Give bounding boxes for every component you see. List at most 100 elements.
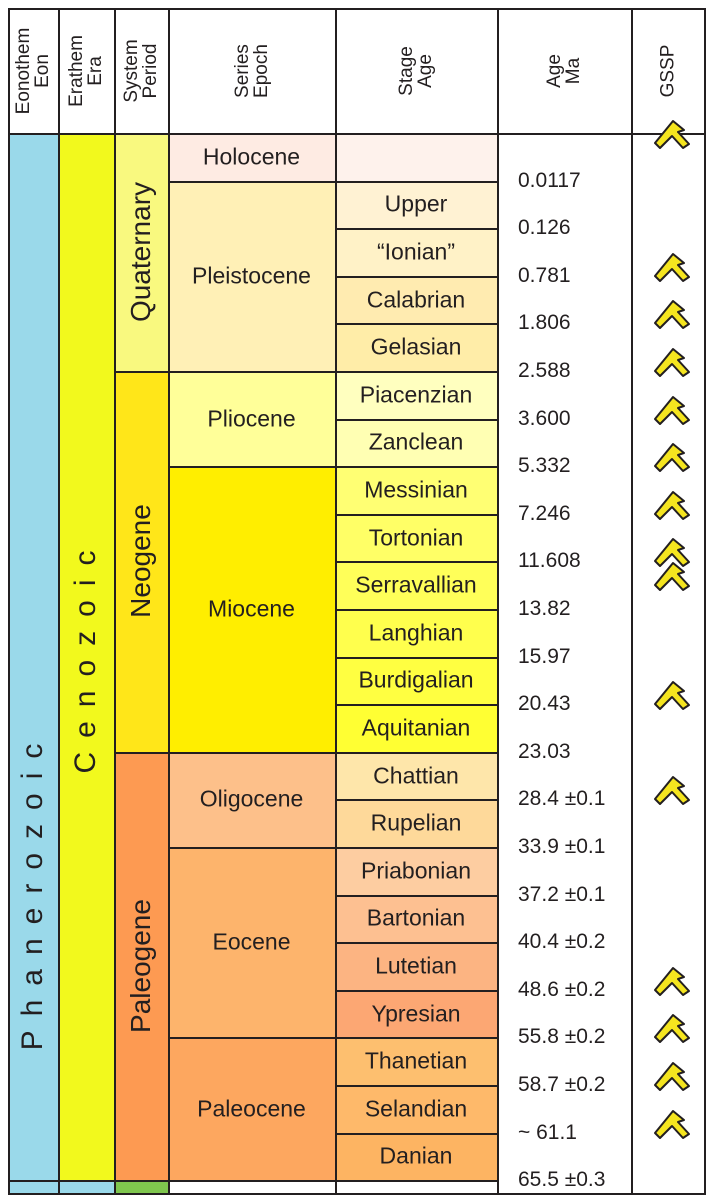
epoch-miocene-label: Miocene (208, 595, 295, 622)
stage-tortonian (335, 513, 499, 564)
header-eon-label: Eonothem Eon (13, 27, 53, 114)
gssp-golden-spike-icon (654, 776, 690, 806)
epoch-holocene-label: Holocene (202, 143, 301, 170)
epoch-miocene (168, 466, 337, 754)
gssp-golden-spike-icon (654, 348, 690, 377)
age-label: 11.608 (518, 549, 581, 573)
gssp-golden-spike-icon (654, 966, 690, 996)
header-gssp-label: GSSP (657, 44, 678, 97)
stage-ionian-label: “Ionian” (377, 238, 455, 265)
header-gssp (631, 8, 706, 135)
stage-zanclean (335, 418, 499, 469)
epoch-oligocene (168, 751, 337, 849)
period-paleogene-label: Paleogene (125, 899, 156, 1033)
era-cenozoic-label: Cenozoic (69, 536, 102, 774)
stage-aquitanian-label: Aquitanian (361, 714, 471, 741)
header-era-label: Erathem Era (66, 34, 106, 107)
gssp-golden-spike-icon (654, 252, 690, 282)
epoch-paleocene-label: Paleocene (197, 1095, 306, 1122)
epoch-eocene-label: Eocene (212, 928, 291, 955)
gssp-golden-spike-icon (654, 395, 690, 425)
gssp-golden-spike-icon (654, 538, 690, 568)
stage-zanclean-label: Zanclean (368, 428, 464, 455)
age-label: 65.5 ±0.3 (518, 1168, 606, 1192)
gssp-golden-spike-icon (654, 119, 690, 149)
eon-phanerozoic-label: Phanerozoic (16, 729, 49, 1051)
stage-gelasian-label: Gelasian (370, 333, 462, 360)
period-quaternary (114, 133, 170, 373)
stage-langhian-label: Langhian (368, 619, 464, 646)
gssp-golden-spike-icon (654, 562, 690, 592)
gssp-golden-spike-icon (654, 1109, 690, 1139)
header-period-label: System Period (121, 38, 161, 103)
gssp-golden-spike-icon (654, 1014, 690, 1044)
age-label: 13.82 (518, 597, 571, 620)
stage-thanetian-label: Thanetian (364, 1047, 468, 1074)
period-paleogene (114, 751, 170, 1183)
stage-thanetian (335, 1037, 499, 1087)
header-stage-label: Stage Age (396, 45, 436, 96)
gssp-golden-spike-icon (654, 681, 690, 711)
stage-burdigalian-label: Burdigalian (358, 666, 474, 693)
stage-rupelian-label: Rupelian (370, 809, 462, 836)
header-stage (335, 8, 499, 135)
age-label: 28.4 ±0.1 (518, 787, 606, 811)
stage-lutetian (335, 942, 499, 992)
age-label: 40.4 ±0.2 (518, 930, 606, 954)
epoch-pleistocene-label: Pleistocene (192, 262, 311, 289)
header-eon (8, 8, 60, 135)
stage-selandian-label: Selandian (364, 1095, 468, 1122)
stage-bartonian-label: Bartonian (366, 904, 466, 931)
stage-lutetian-label: Lutetian (375, 952, 457, 979)
age-label: 15.97 (518, 644, 571, 668)
age-label: 55.8 ±0.2 (518, 1025, 606, 1049)
age-label: 23.03 (518, 739, 571, 763)
age-label: 3.600 (518, 406, 571, 430)
eon-phanerozoic (8, 133, 60, 1183)
epoch-holocene (168, 133, 337, 183)
age-label: 0.781 (518, 263, 571, 287)
stage-priabonian-label: Priabonian (361, 857, 471, 884)
epoch-pliocene-label: Pliocene (207, 405, 296, 432)
stage-serravallian (335, 561, 499, 611)
age-label: 1.806 (518, 311, 571, 335)
stage-chattian-label: Chattian (373, 762, 459, 789)
age-label: 58.7 ±0.2 (518, 1073, 606, 1096)
epoch-eocene (168, 847, 337, 1040)
header-age (497, 8, 633, 135)
age-column (497, 133, 633, 1195)
period-neogene-label: Neogene (125, 504, 156, 619)
age-label: 37.2 ±0.1 (518, 882, 606, 906)
stage-bartonian (335, 894, 499, 945)
age-label: 2.588 (518, 359, 571, 382)
stage-upper-label: Upper (384, 190, 448, 217)
era-cenozoic (58, 133, 116, 1183)
epoch-paleocene (168, 1037, 337, 1183)
age-label: 33.9 ±0.1 (518, 835, 606, 858)
header-era (58, 8, 116, 135)
stage-serravallian-label: Serravallian (355, 571, 477, 598)
stage-danian-label: Danian (379, 1142, 453, 1169)
stage-piacenzian-label: Piacenzian (359, 381, 473, 408)
stage-priabonian (335, 847, 499, 897)
gssp-golden-spike-icon (654, 443, 690, 473)
age-label: 48.6 ±0.2 (518, 977, 606, 1001)
gssp-golden-spike-icon (654, 300, 690, 330)
header-epoch-label: Series Epoch (231, 43, 272, 98)
age-label: 7.246 (518, 501, 571, 525)
age-label: 0.126 (518, 216, 571, 240)
stage-langhian (335, 609, 499, 659)
gssp-golden-spike-icon (654, 490, 690, 520)
header-age-label: Age Ma (544, 53, 584, 88)
age-label: 20.43 (518, 692, 571, 716)
stage-messinian-label: Messinian (364, 476, 468, 503)
stage-holocenestage (335, 133, 499, 183)
epoch-oligocene-label: Oligocene (199, 785, 304, 812)
stage-calabrian-label: Calabrian (366, 286, 466, 313)
age-label: 0.0117 (518, 168, 581, 192)
age-label: ~ 61.1 (518, 1120, 577, 1144)
gssp-golden-spike-icon (654, 1062, 690, 1091)
age-label: 5.332 (518, 454, 571, 478)
stage-upper (335, 180, 499, 231)
